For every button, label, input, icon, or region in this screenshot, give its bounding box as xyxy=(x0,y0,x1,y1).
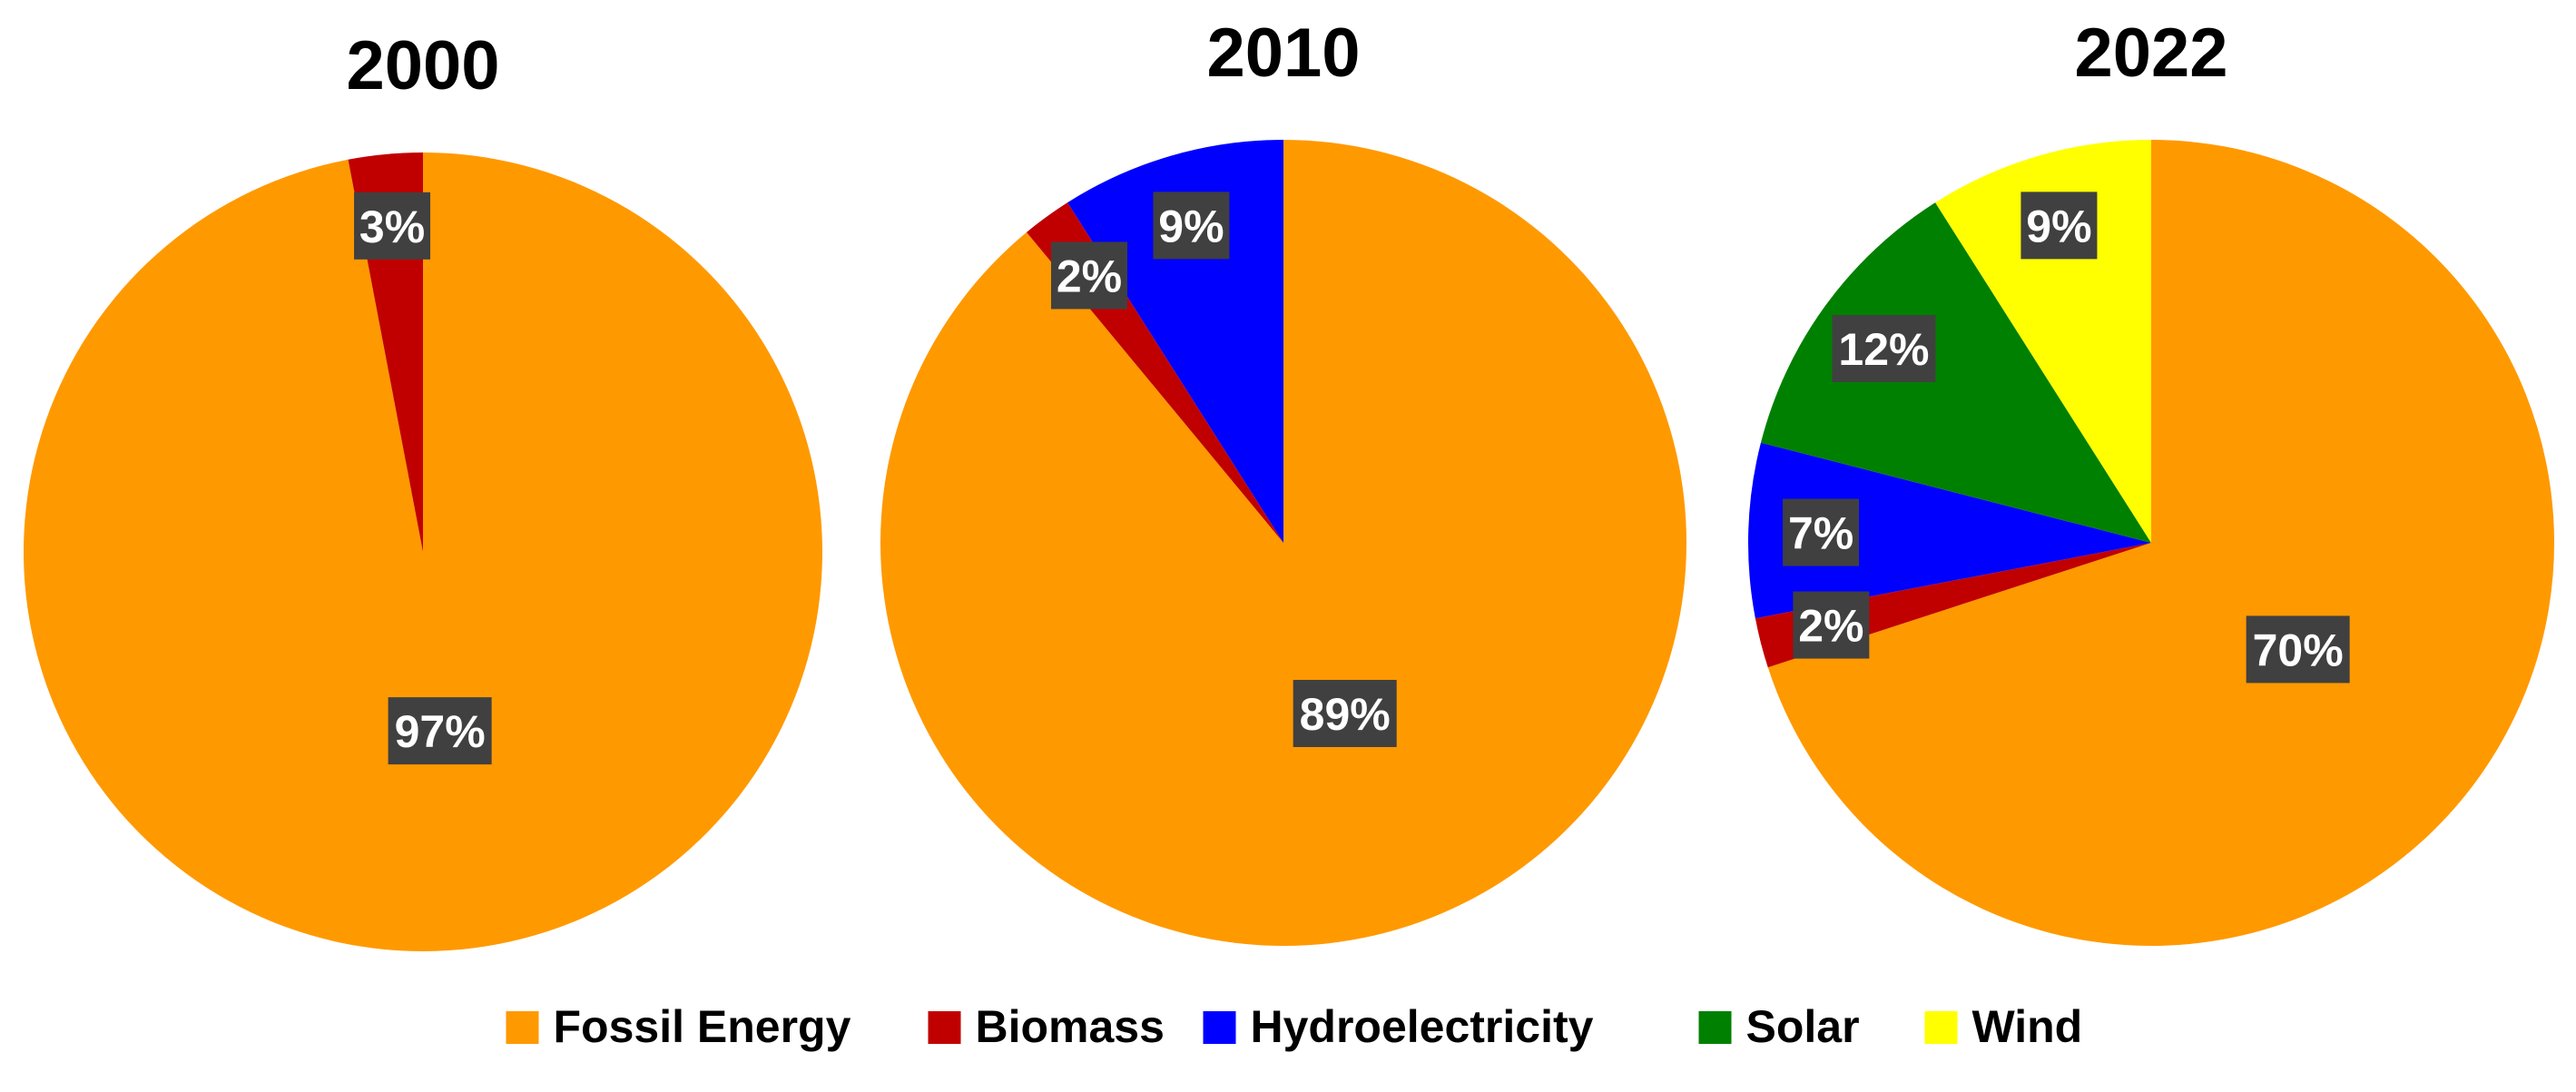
legend: Fossil Energy Biomass Hydroelectricity Sola… xyxy=(506,1001,2083,1052)
data-label: 12% xyxy=(1832,314,1936,382)
data-label-box xyxy=(2020,192,2098,260)
data-label-text: 97% xyxy=(395,706,486,757)
legend-swatch xyxy=(506,1011,539,1044)
legend-label: Solar xyxy=(1746,1001,1860,1052)
legend-label: Wind xyxy=(1972,1001,2083,1052)
slice-wind xyxy=(1935,140,2151,543)
pies-layer: 2000 97% 3% 2010 89% 2% 9% 2022 70% 2% 7% 12% 9% xyxy=(23,15,2554,951)
data-label-box xyxy=(1793,591,1870,659)
data-label-text: 9% xyxy=(1158,201,1224,251)
slice-hydroelectricity xyxy=(1748,442,2151,619)
data-label: 9% xyxy=(1153,192,1230,260)
slice-fossil-energy xyxy=(23,152,822,951)
data-label-box xyxy=(1832,314,1936,382)
legend-swatch xyxy=(1924,1011,1958,1044)
data-label: 3% xyxy=(354,192,431,260)
data-label-text: 9% xyxy=(2026,201,2091,251)
legend-label: Fossil Energy xyxy=(554,1001,851,1052)
data-label-text: 70% xyxy=(2253,625,2344,675)
slice-solar xyxy=(1760,202,2151,543)
legend-item-fossil-energy: Fossil Energy xyxy=(506,1001,851,1052)
data-label-box xyxy=(1153,192,1230,260)
data-label-text: 3% xyxy=(359,202,425,252)
data-label-text: 12% xyxy=(1838,324,1929,375)
legend-label: Biomass xyxy=(976,1001,1165,1052)
data-label-box xyxy=(1293,679,1397,747)
legend-item-wind: Wind xyxy=(1924,1001,2083,1052)
data-label-box xyxy=(2246,615,2350,684)
data-label: 2% xyxy=(1793,591,1870,659)
data-label-box xyxy=(354,192,431,260)
legend-item-hydroelectricity: Hydroelectricity xyxy=(1203,1001,1594,1052)
pie-title: 2000 xyxy=(346,27,499,104)
data-label-text: 89% xyxy=(1300,689,1391,740)
data-label: 97% xyxy=(388,697,492,765)
pie-chart-2010: 2010 89% 2% 9% xyxy=(880,15,1686,946)
pie-chart-2022: 2022 70% 2% 7% 12% 9% xyxy=(1748,15,2554,946)
data-label: 9% xyxy=(2020,192,2098,260)
pie-title: 2022 xyxy=(2074,15,2227,92)
data-label-box xyxy=(388,697,492,765)
slice-hydroelectricity xyxy=(1067,140,1283,543)
legend-swatch xyxy=(928,1011,961,1044)
pie-title: 2010 xyxy=(1206,15,1360,92)
data-label-text: 7% xyxy=(1788,508,1853,559)
data-label: 89% xyxy=(1293,679,1397,747)
slice-fossil-energy xyxy=(1767,140,2554,946)
legend-item-biomass: Biomass xyxy=(928,1001,1165,1052)
legend-swatch xyxy=(1203,1011,1236,1044)
data-label-text: 2% xyxy=(1798,601,1863,652)
legend-label: Hydroelectricity xyxy=(1251,1001,1594,1052)
data-label: 70% xyxy=(2246,615,2350,684)
data-label-text: 2% xyxy=(1057,251,1122,301)
legend-item-solar: Solar xyxy=(1698,1001,1860,1052)
legend-swatch xyxy=(1698,1011,1732,1044)
data-label: 7% xyxy=(1783,498,1860,566)
pie-chart-2000: 2000 97% 3% xyxy=(23,27,822,951)
data-label-box xyxy=(1050,241,1127,310)
data-label-box xyxy=(1783,498,1860,566)
data-label: 2% xyxy=(1050,241,1127,310)
